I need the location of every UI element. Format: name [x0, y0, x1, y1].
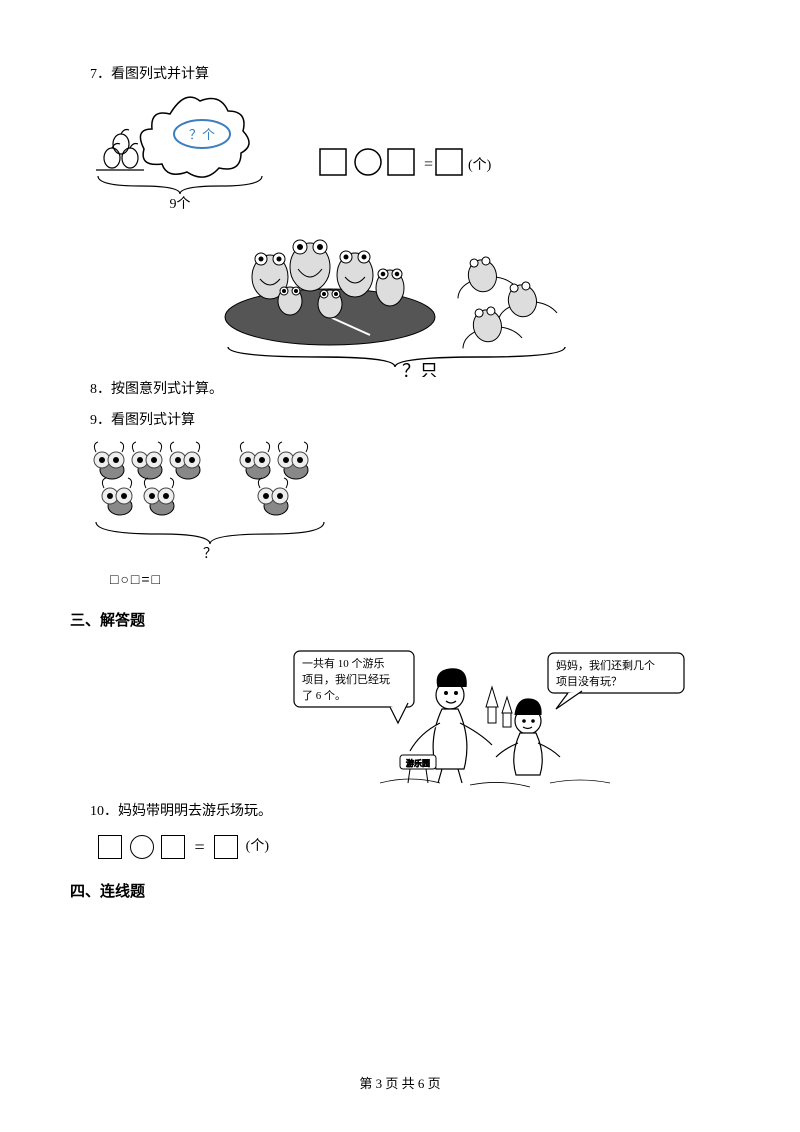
- q9-figure: ？: [90, 440, 710, 560]
- q7-brace-label: 9个: [170, 196, 191, 209]
- q10-bubble-left-l3: 了 6 个。: [302, 689, 346, 702]
- box-icon: [98, 835, 122, 859]
- q10-sign: 游乐园: [406, 758, 430, 768]
- q8-label: 8．按图意列式计算。: [90, 379, 710, 401]
- q10-unit: (个): [246, 839, 269, 854]
- q7-bubble-text: ？个: [189, 127, 215, 142]
- q7-figure: ？个 9个 = (个): [90, 94, 710, 209]
- circle-icon: [130, 835, 154, 859]
- q10-bubble-left-l1: 一共有 10 个游乐: [302, 656, 385, 670]
- q10-bubble-left-l2: 项目，我们已经玩: [302, 672, 390, 686]
- section-3-title: 三、解答题: [70, 609, 710, 633]
- section-4-title: 四、连线题: [70, 880, 710, 904]
- q8-figure: ？只: [220, 217, 710, 377]
- q10-bubble-right-l1: 妈妈，我们还剩几个: [556, 658, 655, 672]
- q8-brace-label: ？只: [402, 361, 438, 377]
- q7-label: 7．看图列式并计算: [90, 64, 710, 86]
- box-icon: [161, 835, 185, 859]
- q10-figure: 一共有 10 个游乐 项目，我们已经玩 了 6 个。 妈妈，我们还剩几个 项目没…: [290, 643, 710, 793]
- q10-label: 10．妈妈带明明去游乐场玩。: [90, 801, 710, 823]
- box-icon: [214, 835, 238, 859]
- equals-sign: =: [195, 837, 205, 857]
- svg-text:=: =: [424, 156, 433, 173]
- q9-formula: □○□=□: [110, 568, 710, 590]
- q9-brace-label: ？: [203, 547, 217, 560]
- q9-label: 9．看图列式计算: [90, 410, 710, 432]
- q7-unit: (个): [468, 157, 492, 173]
- q10-bubble-right-l2: 项目没有玩？: [556, 674, 622, 688]
- page-footer: 第 3 页 共 6 页: [0, 1073, 800, 1092]
- q10-formula: = (个): [96, 833, 710, 862]
